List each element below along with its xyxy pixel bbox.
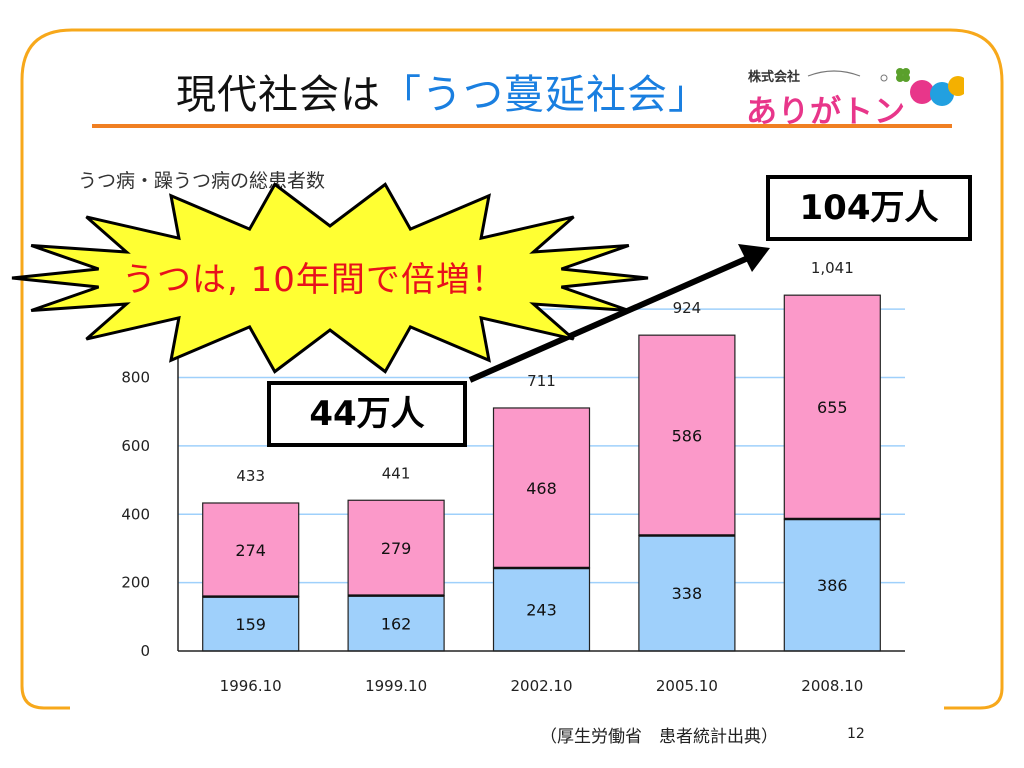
bar-segment <box>638 534 736 652</box>
bar-segment-label: 162 <box>381 614 412 633</box>
bar-segment <box>783 518 881 652</box>
burst-text: うつは, 10年間で倍増！ <box>122 260 506 300</box>
bar-segment <box>202 502 300 598</box>
bar-total-label: 1,041 <box>811 259 854 277</box>
bar-segment-label: 586 <box>672 426 703 445</box>
y-tick-label: 0 <box>140 642 150 660</box>
title-rule <box>92 124 952 128</box>
x-tick-label: 1996.10 <box>220 677 282 695</box>
logo-name-text: ありがトン <box>746 94 906 130</box>
y-tick-label: 600 <box>121 437 150 455</box>
bar-segment <box>347 499 445 597</box>
title-plain: 現代社会は <box>176 72 381 118</box>
y-tick-label: 800 <box>121 369 150 387</box>
bar-total-label: 441 <box>382 464 411 482</box>
bar-segment <box>492 407 591 569</box>
slide-title: 現代社会は「うつ蔓延社会」 <box>176 62 709 120</box>
bar-segment-label: 468 <box>526 479 557 498</box>
page-number: 12 <box>847 726 865 742</box>
bar-segment-label: 655 <box>817 398 848 417</box>
y-tick-label: 400 <box>121 505 150 523</box>
bar-segment-label: 386 <box>817 576 848 595</box>
company-logo: 株式会社 ありがトン <box>744 62 964 130</box>
logo-company-text: 株式会社 <box>748 70 801 85</box>
bar-segment-label: 279 <box>381 539 412 558</box>
y-tick-label: 200 <box>121 574 150 592</box>
source-note: （厚生労働省 患者統計出典） <box>540 727 778 747</box>
bar-total-label: 711 <box>527 372 556 390</box>
logo-clover-icon <box>807 68 964 106</box>
title-highlight: 「うつ蔓延社会」 <box>381 72 709 118</box>
bar-segment <box>492 567 591 652</box>
bar-segment <box>783 294 881 520</box>
callout-start-value: 44万人 <box>267 381 467 447</box>
bar-total-label: 433 <box>236 467 265 485</box>
bar-total-label: 924 <box>673 299 702 317</box>
x-tick-label: 1999.10 <box>365 677 427 695</box>
bar-segment-label: 274 <box>235 541 266 560</box>
bar-segment-label: 338 <box>672 584 703 603</box>
bar-segment <box>347 595 445 652</box>
x-tick-label: 2008.10 <box>801 677 863 695</box>
bar-segment-label: 243 <box>526 600 557 619</box>
x-tick-label: 2002.10 <box>510 677 572 695</box>
x-tick-label: 2005.10 <box>656 677 718 695</box>
callout-end-value: 104万人 <box>766 175 972 241</box>
bar-segment-label: 159 <box>235 615 266 634</box>
